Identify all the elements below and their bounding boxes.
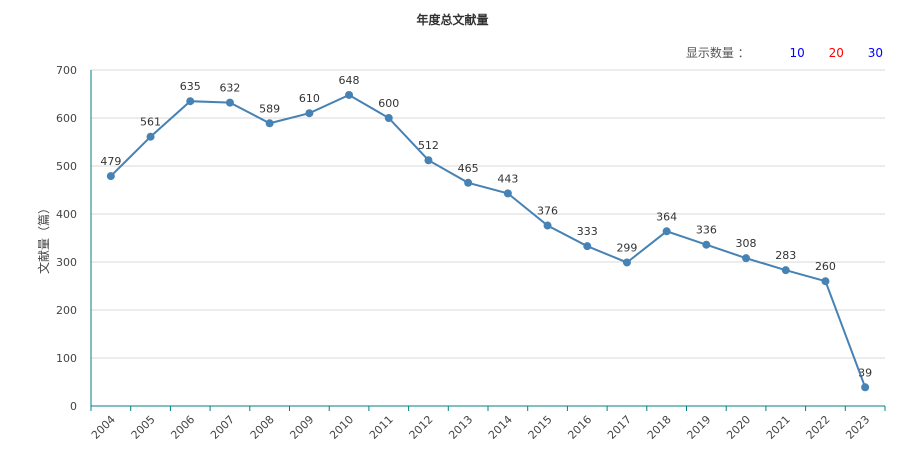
y-tick-label: 600 (56, 112, 77, 125)
data-label: 260 (815, 260, 836, 273)
display-count-option-10[interactable]: 10 (789, 46, 805, 60)
x-tick-label: 2015 (526, 413, 555, 442)
data-point (702, 240, 711, 249)
data-point (543, 221, 552, 230)
data-point (106, 172, 115, 181)
x-tick-label: 2014 (486, 413, 515, 442)
x-tick-label: 2020 (724, 413, 753, 442)
data-label: 308 (736, 237, 757, 250)
data-point (146, 132, 155, 141)
x-tick-label: 2018 (645, 413, 674, 442)
data-point (861, 383, 870, 392)
x-tick-label: 2007 (208, 413, 237, 442)
data-point (464, 178, 473, 187)
x-tick-label: 2010 (327, 413, 356, 442)
data-label: 443 (497, 172, 518, 185)
x-tick-label: 2017 (605, 413, 634, 442)
display-count-option-20[interactable]: 20 (828, 46, 844, 60)
data-point (225, 98, 234, 107)
x-tick-label: 2011 (367, 413, 396, 442)
data-label: 364 (656, 210, 677, 223)
x-tick-label: 2006 (168, 413, 197, 442)
data-label: 589 (259, 102, 280, 115)
x-tick-label: 2022 (804, 413, 833, 442)
y-tick-label: 0 (70, 400, 77, 413)
data-label: 479 (100, 155, 121, 168)
data-point (265, 119, 274, 128)
data-label: 465 (458, 162, 479, 175)
data-point (345, 90, 354, 99)
y-tick-label: 400 (56, 208, 77, 221)
x-tick-label: 2008 (248, 413, 277, 442)
data-label: 600 (378, 97, 399, 110)
data-point (781, 266, 790, 275)
data-point (742, 254, 751, 263)
x-tick-label: 2004 (89, 413, 118, 442)
x-tick-label: 2013 (446, 413, 475, 442)
x-tick-label: 2012 (407, 413, 436, 442)
display-count-label: 显示数量 ： (685, 46, 750, 60)
x-tick-label: 2019 (684, 413, 713, 442)
data-label: 39 (858, 366, 872, 379)
data-point (424, 156, 433, 165)
data-point (384, 114, 393, 122)
display-count-option-30[interactable]: 30 (867, 46, 883, 60)
x-tick-label: 2005 (129, 413, 158, 442)
chart-title: 年度总文献量 (416, 13, 489, 27)
data-label: 632 (219, 82, 240, 95)
data-point (583, 242, 592, 251)
y-tick-label: 300 (56, 256, 77, 269)
x-tick-label: 2009 (287, 413, 316, 442)
data-point (821, 277, 830, 286)
data-label: 283 (775, 249, 796, 262)
data-point (305, 109, 314, 118)
x-tick-label: 2021 (764, 413, 793, 442)
data-label: 336 (696, 224, 717, 237)
series-line (110, 93, 867, 388)
data-point (503, 189, 512, 198)
y-tick-label: 700 (56, 64, 77, 77)
data-label: 635 (180, 80, 201, 93)
y-tick-label: 500 (56, 160, 77, 173)
data-label: 512 (418, 139, 439, 152)
display-count-selector: 显示数量 ： 10 20 30 (686, 44, 883, 61)
x-tick-label: 2023 (843, 413, 872, 442)
data-label: 376 (537, 205, 558, 218)
y-axis-title: 文献量（篇） (36, 202, 51, 274)
data-label: 333 (577, 225, 598, 238)
data-label: 648 (339, 74, 360, 87)
y-tick-label: 200 (56, 304, 77, 317)
data-point (622, 258, 631, 267)
data-label: 561 (140, 116, 161, 129)
data-point (662, 227, 671, 236)
data-label: 299 (616, 241, 637, 254)
x-tick-label: 2016 (565, 413, 594, 442)
y-tick-label: 100 (56, 352, 77, 365)
data-label: 610 (299, 92, 320, 105)
data-point (186, 97, 195, 106)
